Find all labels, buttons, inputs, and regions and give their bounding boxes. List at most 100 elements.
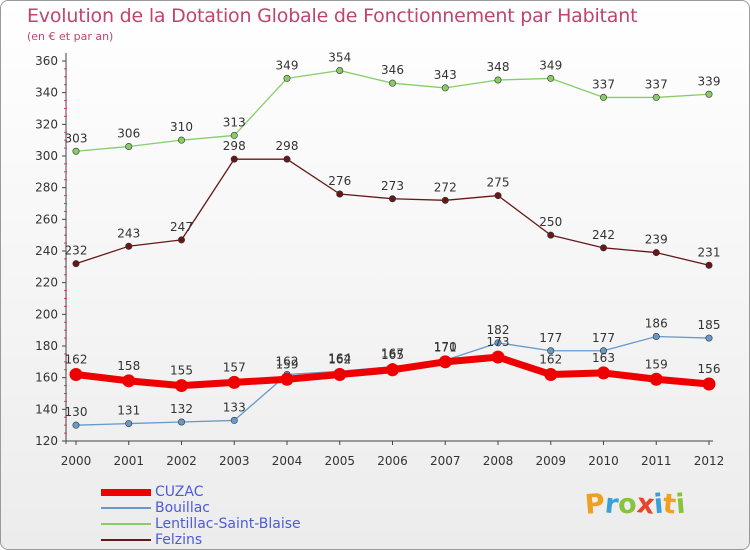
data-point (494, 339, 502, 347)
y-tick-label: 200 (35, 307, 58, 321)
data-label: 239 (645, 233, 668, 247)
data-label: 313 (223, 115, 246, 129)
legend-swatch (101, 488, 151, 496)
data-label: 337 (645, 77, 668, 91)
data-point (386, 363, 399, 377)
data-label: 158 (117, 359, 140, 373)
chart-subtitle: (en € et par an) (27, 30, 114, 43)
data-point (227, 375, 241, 389)
data-label: 155 (170, 364, 193, 378)
data-point (175, 379, 188, 393)
data-label: 243 (117, 226, 140, 240)
data-label: 337 (592, 77, 615, 91)
y-tick-label: 120 (35, 434, 58, 448)
data-point (547, 347, 555, 355)
data-label: 185 (698, 318, 721, 332)
x-tick-label: 2001 (113, 454, 144, 468)
data-label: 339 (698, 74, 721, 88)
x-tick-label: 2004 (272, 454, 303, 468)
y-tick-label: 280 (35, 181, 58, 195)
logo-letter: i (674, 488, 687, 521)
data-point (72, 421, 80, 429)
data-label: 346 (381, 63, 404, 77)
data-point (230, 131, 238, 139)
data-point (652, 249, 660, 257)
data-label: 349 (539, 58, 562, 72)
data-label: 157 (223, 360, 246, 374)
data-label: 130 (65, 405, 88, 419)
y-tick-label: 220 (35, 276, 58, 290)
data-label: 298 (223, 139, 246, 153)
data-label: 171 (434, 340, 457, 354)
data-point (283, 155, 291, 163)
legend-item: Felzins (101, 532, 301, 548)
data-label: 343 (434, 68, 457, 82)
legend-swatch (101, 539, 151, 541)
data-label: 250 (539, 215, 562, 229)
data-point (122, 374, 136, 388)
data-label: 298 (276, 139, 299, 153)
data-label: 231 (698, 245, 721, 259)
data-point (702, 377, 716, 391)
data-point (441, 84, 449, 92)
y-tick-label: 240 (35, 244, 58, 258)
series-line-felzins (75, 158, 710, 266)
y-tick-label: 320 (35, 117, 58, 131)
data-point (125, 242, 133, 250)
data-point (705, 90, 713, 98)
x-tick-label: 2002 (166, 454, 197, 468)
data-point (178, 136, 186, 144)
y-tick-label: 180 (35, 339, 58, 353)
data-label: 131 (117, 404, 140, 418)
data-label: 275 (487, 176, 510, 190)
data-point (652, 332, 660, 340)
data-point (491, 350, 505, 364)
data-label: 177 (539, 331, 562, 345)
chart-title: Evolution de la Dotation Globale de Fonc… (27, 5, 638, 27)
x-tick-label: 2005 (324, 454, 355, 468)
data-label: 186 (645, 317, 668, 331)
data-point (336, 190, 344, 198)
data-point (72, 260, 80, 268)
legend-label: Lentillac-Saint-Blaise (155, 516, 301, 532)
data-label: 167 (381, 347, 404, 361)
data-point (599, 93, 607, 101)
y-tick-label: 260 (35, 212, 58, 226)
data-point (441, 196, 449, 204)
data-label: 310 (170, 120, 193, 134)
data-point (705, 261, 713, 269)
data-point (599, 347, 607, 355)
data-label: 170 (434, 340, 457, 354)
legend-swatch (101, 523, 151, 525)
data-point (547, 74, 555, 82)
data-point (178, 418, 186, 426)
legend-item: Lentillac-Saint-Blaise (101, 516, 301, 532)
data-label: 273 (381, 179, 404, 193)
data-label: 303 (65, 131, 88, 145)
data-label: 164 (328, 351, 351, 365)
x-tick-label: 2009 (535, 454, 566, 468)
data-label: 232 (65, 244, 88, 258)
data-point (494, 192, 502, 200)
data-label: 162 (539, 353, 562, 367)
data-label: 132 (170, 402, 193, 416)
data-label: 354 (328, 51, 351, 65)
data-label: 159 (276, 357, 299, 371)
data-label: 162 (328, 353, 351, 367)
data-label: 306 (117, 127, 140, 141)
data-point (336, 67, 344, 75)
data-label: 182 (487, 323, 510, 337)
data-point (388, 79, 396, 87)
x-tick-label: 2012 (694, 454, 725, 468)
x-tick-label: 2007 (430, 454, 461, 468)
data-point (547, 231, 555, 239)
data-point (705, 334, 713, 342)
data-label: 177 (592, 331, 615, 345)
data-point (388, 195, 396, 203)
proxiti-logo: Proxiti (584, 488, 687, 521)
data-label: 348 (487, 60, 510, 74)
y-tick-label: 360 (35, 54, 58, 68)
data-label: 162 (276, 355, 299, 369)
data-point (178, 236, 186, 244)
